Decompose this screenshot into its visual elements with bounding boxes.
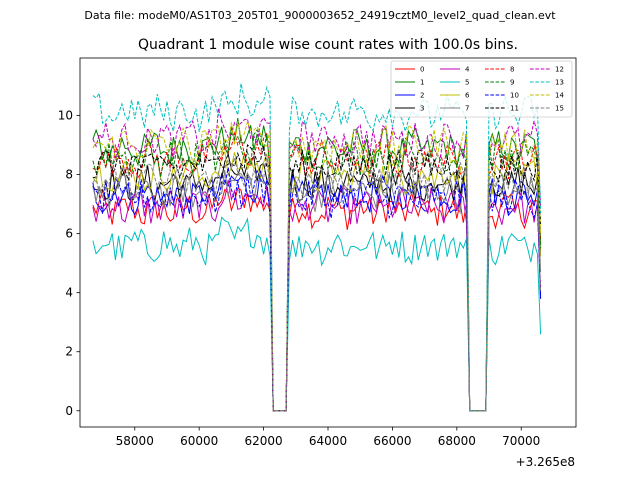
y-tick-label: 0 — [65, 404, 73, 418]
x-tick-label: 70000 — [502, 434, 540, 448]
x-tick-label: 66000 — [373, 434, 411, 448]
legend-box — [390, 60, 573, 118]
series-line-13 — [92, 83, 542, 412]
legend-label-12: 12 — [555, 66, 564, 74]
legend-label-9: 9 — [510, 79, 514, 87]
legend-label-2: 2 — [420, 92, 424, 100]
chart-title: Quadrant 1 module wise count rates with … — [138, 37, 518, 53]
y-tick-label: 2 — [65, 345, 73, 359]
series-line-2 — [92, 170, 542, 412]
legend-label-10: 10 — [510, 92, 519, 100]
legend-label-8: 8 — [510, 66, 514, 74]
x-tick-label: 62000 — [244, 434, 282, 448]
series-line-15 — [92, 154, 542, 412]
series-line-14 — [92, 119, 542, 412]
y-tick-label: 4 — [65, 286, 73, 300]
legend-label-7: 7 — [465, 105, 469, 113]
chart-suptitle: Data file: modeM0/AS1T03_205T01_90000036… — [84, 9, 556, 22]
legend-label-6: 6 — [465, 92, 470, 100]
x-tick-label: 60000 — [180, 434, 218, 448]
y-tick-label: 6 — [65, 227, 73, 241]
plot-area — [92, 83, 542, 412]
series-line-3 — [92, 152, 542, 412]
y-tick-label: 8 — [65, 168, 73, 182]
y-tick-label: 10 — [58, 109, 73, 123]
series-line-4 — [92, 179, 542, 412]
legend-label-0: 0 — [420, 66, 424, 74]
x-tick-label: 58000 — [116, 434, 154, 448]
legend-label-14: 14 — [555, 92, 564, 100]
legend-label-11: 11 — [510, 105, 519, 113]
series-line-5 — [92, 216, 542, 412]
legend-label-1: 1 — [420, 79, 424, 87]
x-tick-label: 64000 — [309, 434, 347, 448]
series-line-1 — [92, 118, 542, 412]
legend-label-5: 5 — [465, 79, 469, 87]
series-line-11 — [92, 144, 542, 412]
legend-label-3: 3 — [420, 105, 424, 113]
series-line-0 — [92, 187, 542, 412]
legend-label-13: 13 — [555, 79, 564, 87]
x-offset-text: +3.265e8 — [516, 455, 575, 469]
series-line-6 — [92, 150, 542, 412]
x-tick-label: 68000 — [438, 434, 476, 448]
series-line-8 — [92, 131, 542, 412]
axes: 58000 60000 62000 64000 66000 68000 70000 0 2 4 6 8… — [58, 57, 577, 448]
legend-label-4: 4 — [465, 66, 470, 74]
legend-label-15: 15 — [555, 105, 564, 113]
series-line-10 — [92, 167, 542, 412]
